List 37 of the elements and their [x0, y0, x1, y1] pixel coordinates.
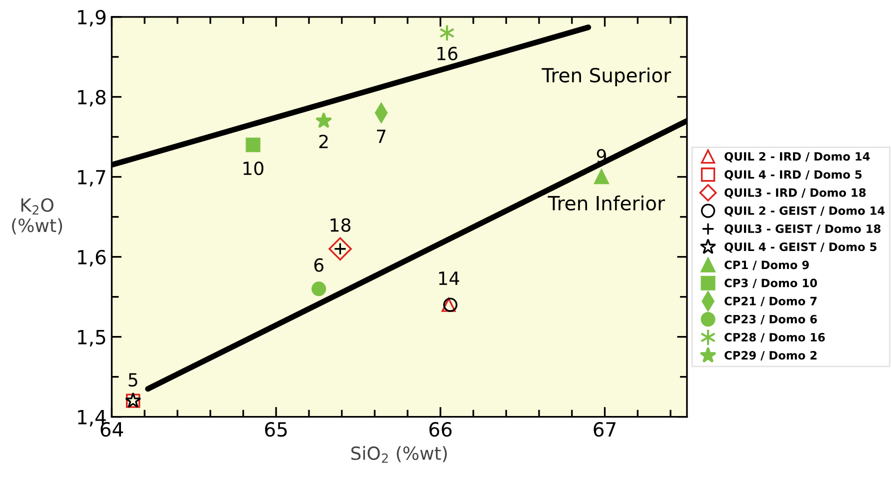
point — [328, 237, 352, 260]
legend-label: QUIL3 - IRD / Domo 18 — [724, 188, 866, 198]
y-tick-label: 1,7 — [78, 170, 106, 187]
legend-label: QUIL 4 - GEIST / Domo 5 — [724, 242, 876, 253]
legend-label: CP28 / Domo 16 — [724, 332, 825, 342]
legend-label: QUIL 2 - GEIST / Domo 14 — [724, 206, 885, 216]
legend-label: CP3 / Domo 10 — [724, 278, 817, 288]
x-tick-label: 66 — [429, 422, 452, 437]
x-tick-label: 65 — [265, 422, 287, 437]
y-tick-label: 1,9 — [78, 10, 106, 27]
legend-label: CP23 / Domo 6 — [724, 314, 817, 324]
y-tick-label: 1,8 — [78, 90, 106, 107]
point — [315, 112, 332, 128]
legend-label: CP1 / Domo 9 — [724, 260, 809, 270]
legend-label: QUIL 2 - IRD / Domo 14 — [724, 152, 870, 162]
annotation: 14 — [439, 272, 460, 285]
annotation: 7 — [377, 130, 386, 143]
annotation: 10 — [244, 161, 264, 176]
y-tick-label: 1,5 — [78, 330, 106, 346]
x-tick-label: 67 — [594, 422, 616, 437]
y-axis-title: K$_{2}$O (%wt) — [12, 198, 62, 234]
point — [312, 282, 326, 296]
annotation: Tren Inferior — [548, 195, 666, 211]
legend-label: CP21 / Domo 7 — [724, 296, 817, 306]
annotation: 2 — [319, 134, 328, 148]
annotation: Tren Superior — [542, 67, 672, 86]
annotation: 5 — [128, 373, 138, 387]
x-axis-title: SiO$_{2}$ (%wt) — [351, 446, 447, 463]
point — [246, 138, 260, 152]
legend-label: CP29 / Domo 2 — [724, 351, 817, 361]
annotation: 18 — [330, 218, 350, 232]
legend-label: QUIL3 - GEIST / Domo 18 — [724, 224, 881, 235]
y-tick-label: 1,6 — [78, 250, 106, 267]
annotation: 16 — [438, 46, 458, 60]
point — [594, 170, 609, 184]
annotation: 6 — [314, 258, 324, 272]
legend-label: QUIL 4 - IRD / Domo 5 — [724, 170, 862, 180]
